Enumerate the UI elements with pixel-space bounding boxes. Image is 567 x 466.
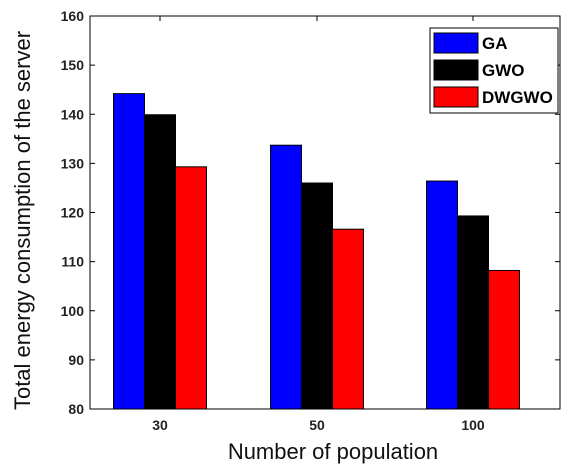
legend-label-gwo: GWO [482,61,525,80]
legend: GA GWO DWGWO [429,27,559,114]
y-tick-label: 90 [68,352,84,368]
bar-gwo-30 [144,114,176,410]
legend-swatch-dwgwo [433,86,479,108]
y-tick-label: 110 [61,254,84,270]
x-tick-label: 30 [152,417,168,433]
x-axis-label: Number of population [228,439,438,464]
bar-gwo-50 [301,182,333,410]
y-tick-label: 120 [61,205,85,221]
bars-layer [113,93,520,410]
y-tick-label: 160 [61,8,85,24]
legend-swatch-gwo [433,59,479,81]
bar-ga-30 [113,93,145,410]
bar-dwgwo-50 [332,228,364,410]
bar-gwo-100 [457,215,489,410]
x-tick-label: 100 [461,417,485,433]
y-axis-ticks: 80 90 100 110 120 130 140 150 160 [61,8,560,417]
bar-dwgwo-100 [488,269,520,410]
y-tick-label: 100 [61,303,85,319]
legend-label-dwgwo: DWGWO [482,88,553,107]
legend-swatch-ga [433,32,479,54]
x-tick-label: 50 [309,417,325,433]
legend-label-ga: GA [482,34,508,53]
y-tick-label: 80 [68,401,84,417]
x-axis-ticks: 30 50 100 [152,16,485,433]
bar-ga-50 [270,144,302,410]
y-tick-label: 130 [61,155,85,171]
y-tick-label: 140 [61,106,85,122]
bar-dwgwo-30 [175,166,207,410]
y-axis-label: Total energy consumption of the server [10,31,35,410]
y-tick-label: 150 [61,57,85,73]
bar-ga-100 [426,180,458,410]
